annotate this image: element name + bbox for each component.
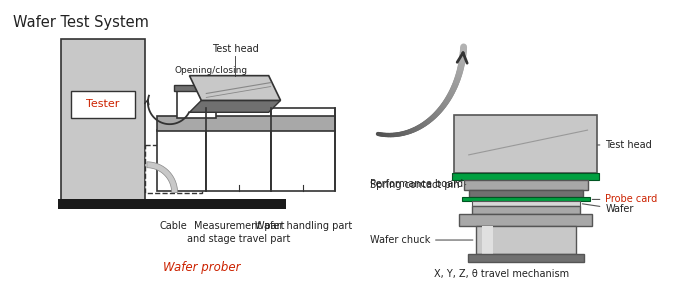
Polygon shape	[189, 101, 281, 112]
Bar	[468, 254, 583, 262]
Bar	[462, 197, 589, 201]
Bar	[472, 201, 579, 206]
Bar	[476, 226, 576, 254]
Bar	[70, 91, 135, 118]
Text: Wafer handling part: Wafer handling part	[255, 221, 352, 231]
Text: Cable: Cable	[160, 221, 187, 231]
Text: Test head: Test head	[598, 140, 652, 150]
Bar	[472, 206, 579, 214]
Text: Measurement part
and stage travel part: Measurement part and stage travel part	[187, 221, 291, 245]
Text: Performance board: Performance board	[370, 176, 463, 189]
Text: Tester: Tester	[86, 99, 120, 109]
Bar	[61, 39, 145, 201]
Bar	[459, 214, 592, 226]
Bar	[174, 85, 219, 91]
Bar	[452, 173, 600, 179]
Text: Wafer Test System: Wafer Test System	[14, 15, 149, 30]
Text: Test head: Test head	[212, 44, 258, 54]
Bar	[57, 199, 285, 209]
Polygon shape	[189, 76, 281, 101]
Text: Spring contact pin: Spring contact pin	[370, 179, 466, 190]
Bar	[176, 89, 216, 118]
Bar	[270, 108, 335, 191]
Text: Wafer: Wafer	[582, 204, 633, 214]
Bar	[157, 116, 335, 131]
Bar	[464, 179, 587, 189]
Text: Opening/closing: Opening/closing	[174, 66, 247, 75]
Bar	[468, 189, 583, 197]
Text: Wafer chuck: Wafer chuck	[370, 235, 473, 245]
Text: Wafer prober: Wafer prober	[163, 261, 240, 274]
Bar	[157, 130, 206, 191]
Bar	[481, 226, 493, 254]
Bar	[454, 115, 598, 173]
Bar	[206, 108, 270, 191]
Polygon shape	[147, 162, 178, 193]
Bar	[145, 145, 202, 193]
Text: X, Y, Z, θ travel mechanism: X, Y, Z, θ travel mechanism	[434, 269, 569, 279]
Text: Probe card: Probe card	[592, 195, 658, 204]
